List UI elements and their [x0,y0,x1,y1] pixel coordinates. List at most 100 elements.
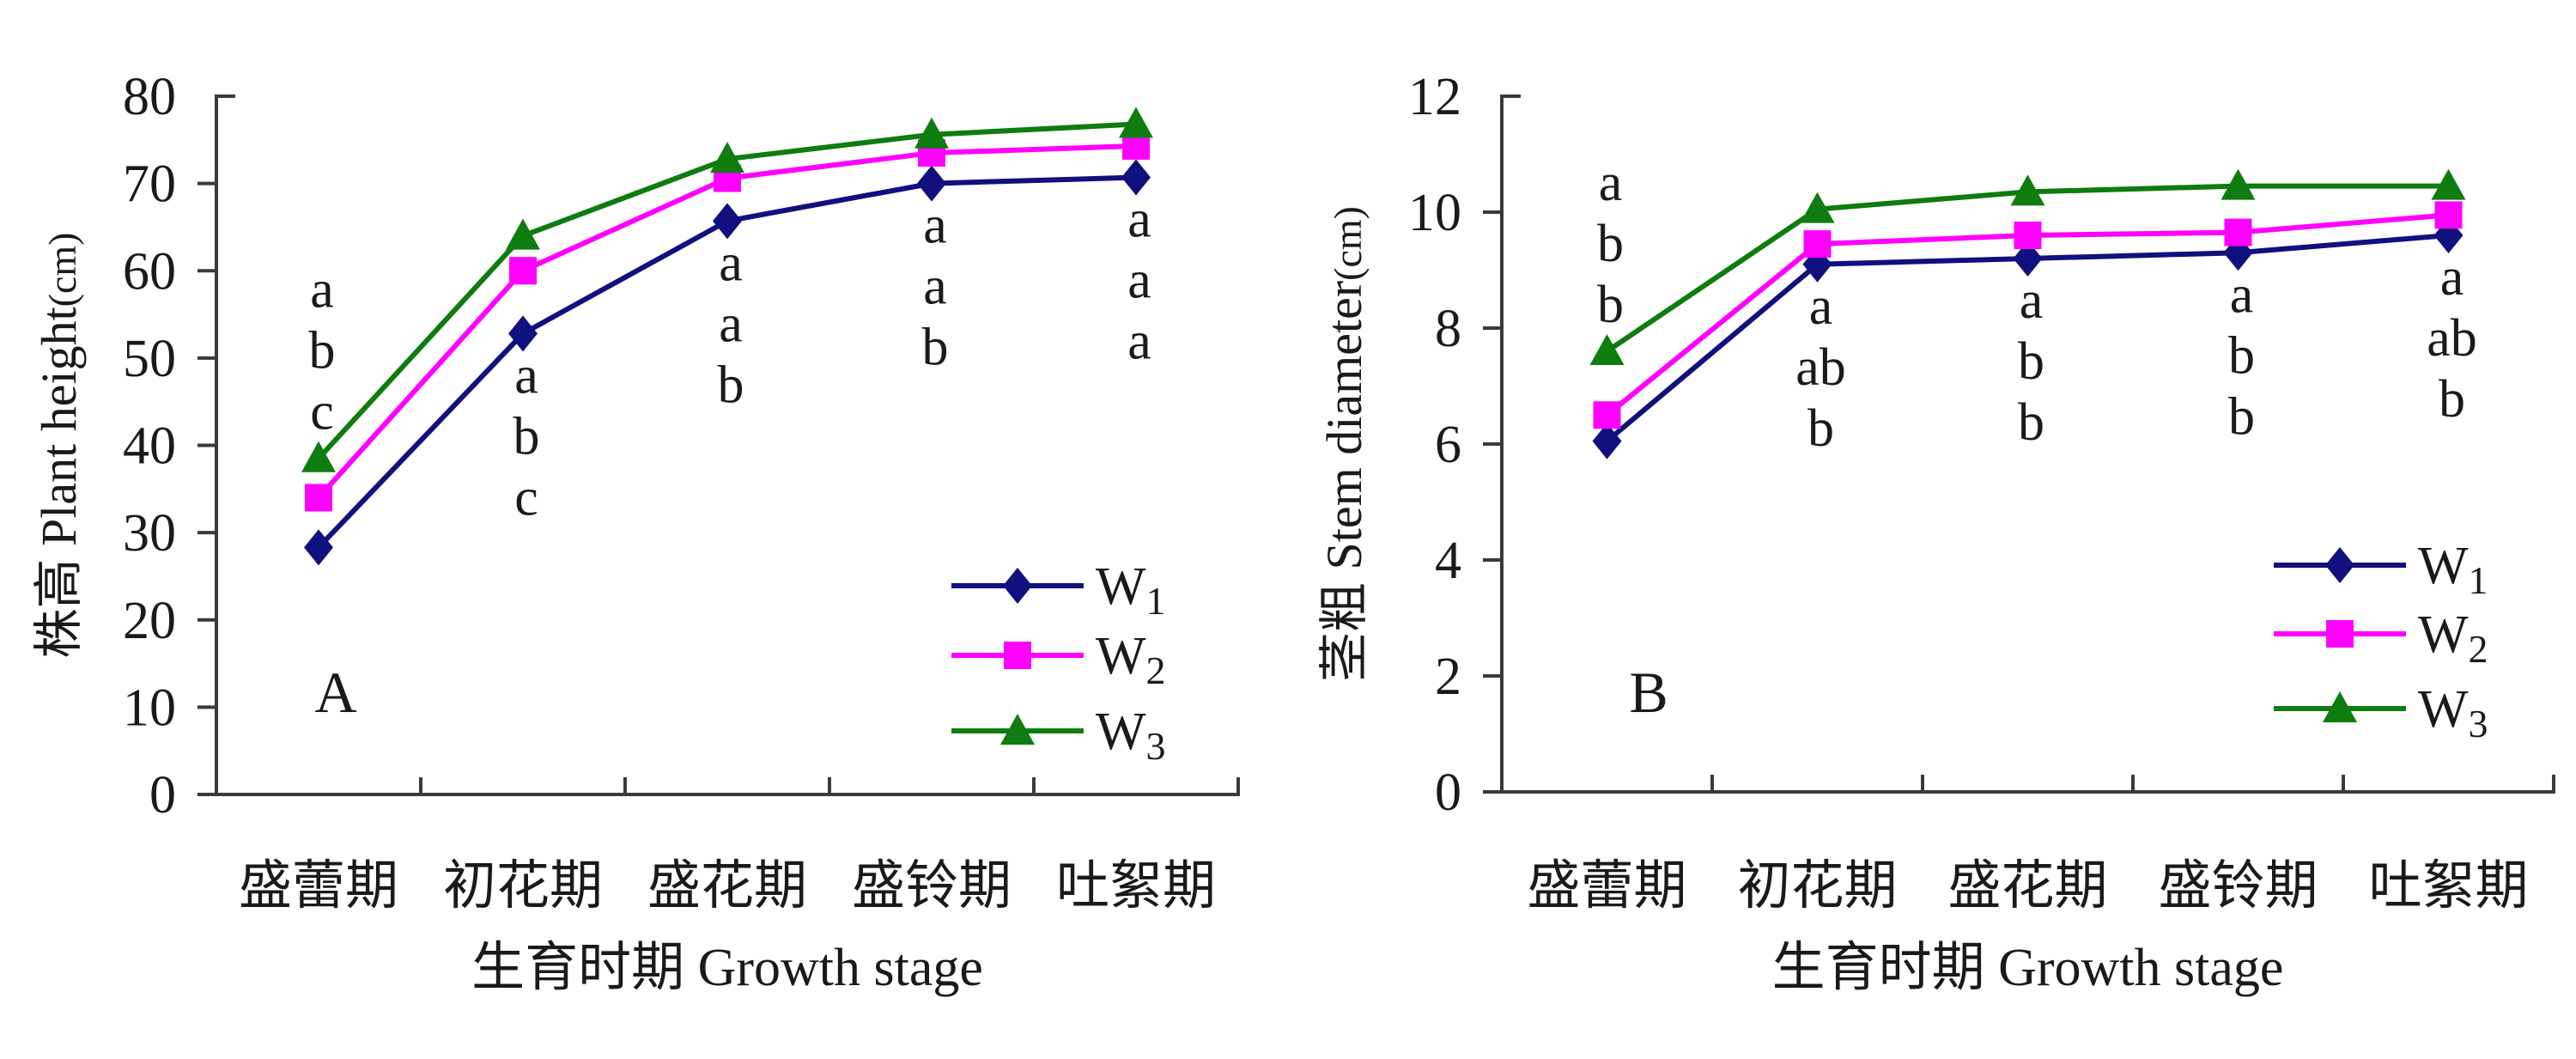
y-axis-title: 株高 Plant height(cm) [31,232,87,658]
legend-item-W2: W2 [2274,606,2488,671]
significance-letter: b [1597,215,1624,273]
legend-marker-W3 [1000,714,1035,745]
significance-letter: b [2228,326,2255,385]
significance-letter: c [310,383,334,441]
marker-W1 [1592,423,1622,460]
marker-W2 [305,484,332,512]
x-category-label: 盛铃期 [852,857,1012,916]
marker-W2 [2014,222,2042,249]
significance-letter: b [2018,393,2044,452]
y-tick-label: 40 [123,417,176,476]
significance-letter: c [514,468,538,526]
significance-letter: a [1809,277,1833,336]
legend-marker-W3 [2323,691,2357,722]
significance-letter: b [2228,387,2255,446]
legend-label-W2: W2 [2418,606,2488,671]
x-category-label: 吐絮期 [2368,857,2528,916]
marker-W3 [506,218,540,250]
significance-letter: ab [1795,338,1846,397]
significance-letter: a [514,346,538,405]
x-category-label: 盛花期 [1947,857,2107,916]
y-tick-label: 10 [123,679,176,737]
y-tick-label: 60 [123,242,176,301]
y-tick-label: 80 [123,68,176,126]
y-tick-label: 70 [123,155,176,214]
significance-letter: b [1597,276,1624,334]
significance-letter: b [1807,399,1834,458]
legend-marker-W1 [2325,547,2354,583]
x-category-label: 初花期 [1737,857,1897,916]
y-axis-title: 茎粗 Stem diameter(cm) [1316,206,1372,682]
x-category-label: 盛铃期 [2158,857,2318,916]
significance-letter: a [2440,248,2464,307]
legend-item-W3: W3 [951,703,1166,768]
marker-W1 [917,165,946,202]
significance-letter: a [923,258,947,316]
marker-W1 [2013,240,2043,277]
significance-letter: a [923,197,947,255]
y-tick-label: 2 [1435,648,1461,706]
y-tick-label: 30 [123,504,176,563]
legend-item-W3: W3 [2274,680,2488,746]
marker-W3 [914,117,949,149]
marker-W2 [1593,401,1621,429]
y-tick-label: 10 [1408,184,1461,242]
x-axis-title: 生育时期 Growth stage [1772,939,2284,997]
significance-letter: a [719,295,743,353]
marker-W1 [304,529,333,566]
significance-letter: a [1127,313,1151,371]
marker-W3 [2431,168,2466,200]
legend-label-W1: W1 [2418,537,2488,602]
significance-letter: a [310,261,334,320]
marker-W3 [2010,174,2045,206]
legend-item-W1: W1 [951,557,1166,623]
legend-marker-W1 [1003,568,1032,604]
marker-W2 [2434,201,2463,229]
legend-marker-W2 [1004,642,1031,669]
marker-W1 [1121,159,1151,196]
significance-letter: a [1599,154,1623,212]
legend-label-W1: W1 [1096,557,1166,623]
y-tick-label: 20 [123,592,176,650]
significance-letter: ab [2427,309,2477,368]
y-tick-label: 8 [1435,300,1461,358]
significance-letter: a [1127,252,1151,310]
panel-letter-b: B [1629,660,1668,725]
significance-letter: b [513,407,540,466]
legend-label-W2: W2 [1096,627,1166,692]
legend-item-W2: W2 [951,627,1166,692]
y-tick-label: 0 [1435,764,1461,822]
marker-W1 [508,315,538,352]
legend-marker-W2 [2326,620,2354,648]
y-tick-label: 50 [123,330,176,388]
legend-item-W1: W1 [2274,537,2488,602]
marker-W2 [2224,218,2252,246]
y-tick-label: 0 [149,766,176,825]
significance-letter: b [309,322,336,380]
x-category-label: 盛蕾期 [1527,857,1686,916]
significance-letter: b [2018,332,2044,391]
y-tick-label: 4 [1435,532,1461,590]
y-tick-label: 6 [1435,416,1461,474]
marker-W2 [509,257,537,285]
significance-letter: a [719,234,743,292]
marker-W3 [710,142,744,173]
x-category-label: 盛蕾期 [239,857,398,916]
significance-letter: b [922,319,949,377]
significance-letter: b [2439,370,2465,429]
x-category-label: 吐絮期 [1056,857,1216,916]
marker-W3 [1800,192,1835,223]
panel-letter-a: A [314,660,356,725]
marker-W3 [2221,168,2256,200]
significance-letter: b [718,356,744,414]
significance-letter: a [2230,265,2254,324]
x-category-label: 盛花期 [647,857,807,916]
significance-letter: a [2020,271,2044,330]
significance-letter: a [1127,191,1151,249]
